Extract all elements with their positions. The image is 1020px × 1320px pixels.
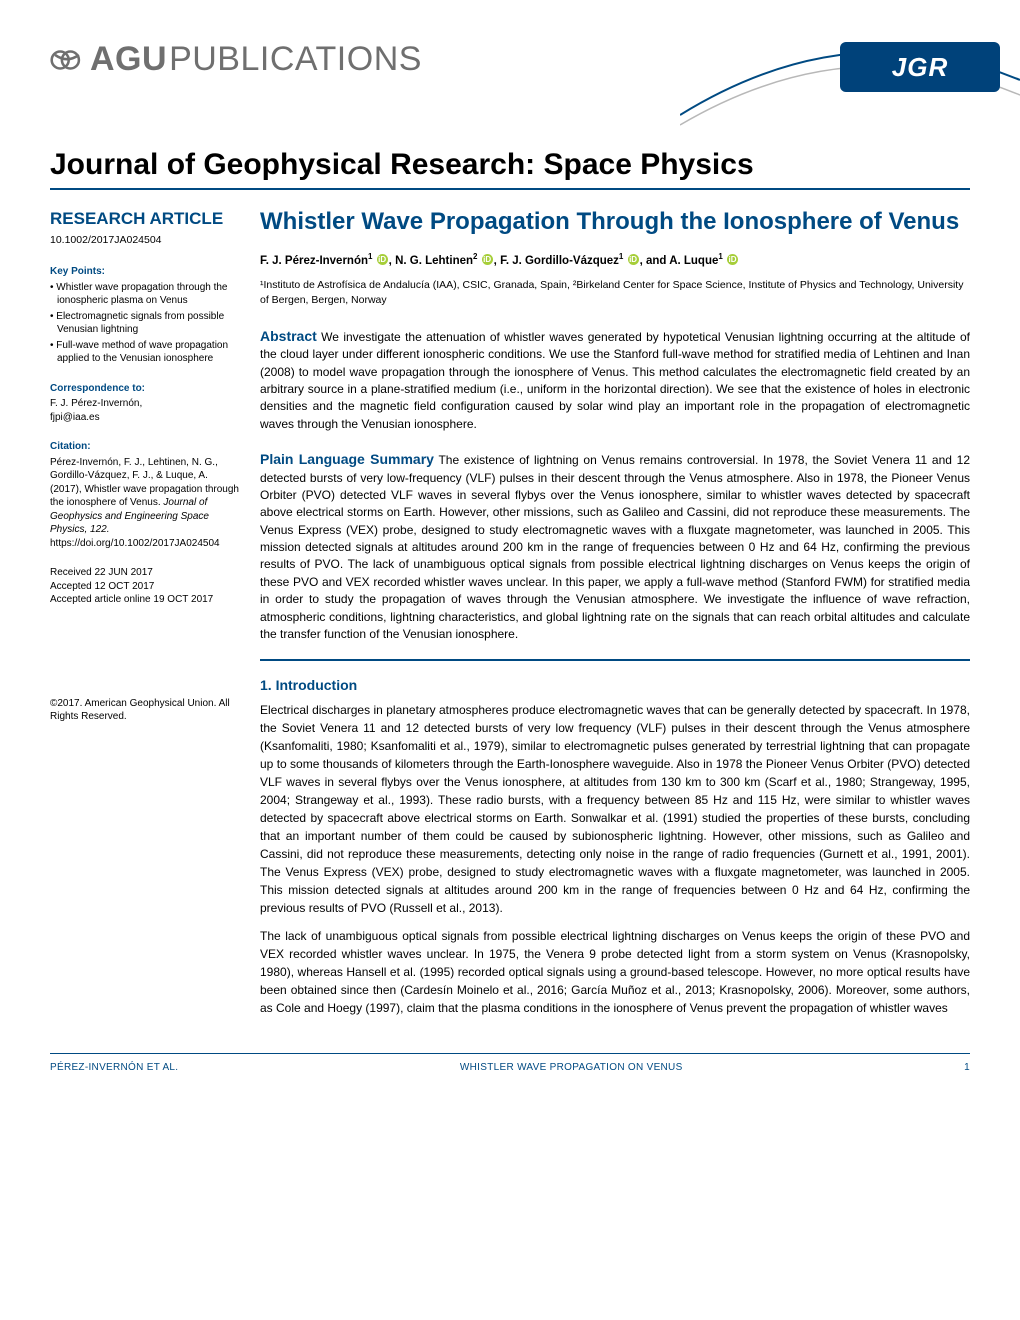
orcid-icon[interactable]: iD (482, 254, 493, 265)
agu-logo-bold: AGU (90, 40, 167, 79)
author-affil-sup: 1 (718, 252, 722, 261)
intro-paragraph: The lack of unambiguous optical signals … (260, 927, 970, 1017)
sidebar: RESEARCH ARTICLE 10.1002/2017JA024504 Ke… (50, 208, 240, 1027)
correspondence-block: Correspondence to: F. J. Pérez-Invernón,… (50, 382, 240, 425)
section-divider (260, 659, 970, 661)
received-date: Received 22 JUN 2017 (50, 566, 240, 580)
footer-authors: PÉREZ-INVERNÓN ET AL. (50, 1062, 178, 1073)
intro-paragraph: Electrical discharges in planetary atmos… (260, 701, 970, 917)
citation-block: Citation: Pérez-Invernón, F. J., Lehtine… (50, 440, 240, 550)
plain-language-summary: Plain Language Summary The existence of … (260, 449, 970, 643)
page-footer: PÉREZ-INVERNÓN ET AL. WHISTLER WAVE PROP… (50, 1053, 970, 1073)
correspondence-heading: Correspondence to: (50, 382, 240, 396)
author-affil-sup: 2 (473, 252, 477, 261)
key-point: Whistler wave propagation through the io… (50, 281, 240, 308)
citation-url: https://doi.org/10.1002/2017JA024504 (50, 537, 240, 551)
agu-logo-light: PUBLICATIONS (169, 40, 422, 79)
agu-globe-icon (50, 43, 84, 77)
authors-line: F. J. Pérez-Invernón1 iD, N. G. Lehtinen… (260, 252, 970, 267)
separator: , and (640, 254, 670, 266)
key-points-heading: Key Points: (50, 265, 240, 279)
author: A. Luque (669, 254, 718, 266)
main-content: Whistler Wave Propagation Through the Io… (260, 208, 970, 1027)
correspondence-email: fjpi@iaa.es (50, 411, 240, 425)
author: N. G. Lehtinen (395, 254, 473, 266)
abstract-text: We investigate the attenuation of whistl… (260, 330, 970, 431)
author: F. J. Pérez-Invernón (260, 254, 368, 266)
publisher-header: AGU PUBLICATIONS JGR (50, 40, 970, 140)
article-title: Whistler Wave Propagation Through the Io… (260, 208, 970, 236)
correspondence-name: F. J. Pérez-Invernón, (50, 397, 240, 411)
pls-heading: Plain Language Summary (260, 451, 434, 467)
author-affil-sup: 1 (368, 252, 372, 261)
pls-text: The existence of lightning on Venus rema… (260, 453, 970, 641)
abstract: Abstract We investigate the attenuation … (260, 326, 970, 433)
key-point: Full-wave method of wave propagation app… (50, 339, 240, 366)
article-type: RESEARCH ARTICLE (50, 208, 240, 231)
abstract-heading: Abstract (260, 328, 317, 344)
citation-heading: Citation: (50, 440, 240, 454)
journal-badge: JGR (720, 30, 1020, 120)
orcid-icon[interactable]: iD (377, 254, 388, 265)
key-points-block: Key Points: Whistler wave propagation th… (50, 265, 240, 366)
orcid-icon[interactable]: iD (628, 254, 639, 265)
journal-badge-text: JGR (840, 42, 1000, 92)
accepted-online-date: Accepted article online 19 OCT 2017 (50, 593, 240, 607)
doi: 10.1002/2017JA024504 (50, 233, 240, 247)
dates-block: Received 22 JUN 2017 Accepted 12 OCT 201… (50, 566, 240, 607)
journal-title: Journal of Geophysical Research: Space P… (50, 148, 970, 190)
key-point: Electromagnetic signals from possible Ve… (50, 310, 240, 337)
affiliations: ¹Instituto de Astrofísica de Andalucía (… (260, 278, 970, 307)
footer-page-number: 1 (964, 1062, 970, 1073)
author-affil-sup: 1 (619, 252, 623, 261)
section-heading: 1. Introduction (260, 677, 970, 693)
footer-running-title: WHISTLER WAVE PROPAGATION ON VENUS (460, 1062, 683, 1073)
orcid-icon[interactable]: iD (727, 254, 738, 265)
citation-volume: , 122. (84, 524, 109, 535)
citation-text: Pérez-Invernón, F. J., Lehtinen, N. G., … (50, 457, 239, 509)
copyright-notice: ©2017. American Geophysical Union. All R… (50, 697, 240, 724)
accepted-date: Accepted 12 OCT 2017 (50, 580, 240, 594)
author: F. J. Gordillo-Vázquez (500, 254, 619, 266)
